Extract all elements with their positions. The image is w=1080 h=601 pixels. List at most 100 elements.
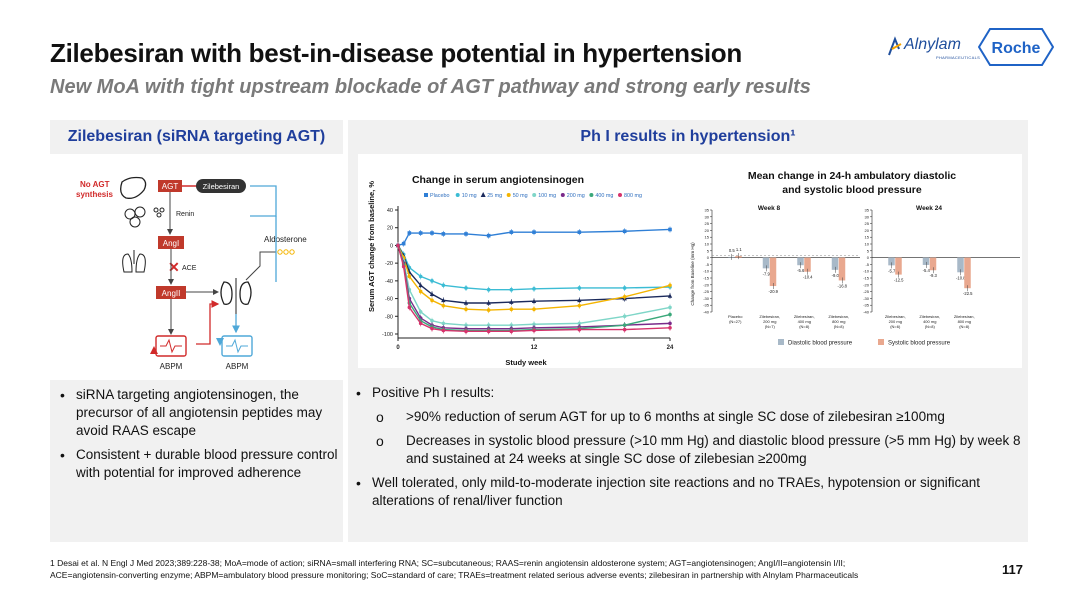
agt-data-point (577, 230, 582, 234)
agt-data-point (464, 286, 468, 290)
agt-data-point (668, 326, 672, 330)
agt-legend-label: 10 mg (462, 193, 477, 199)
bp-y-tick-label: -30 (703, 296, 710, 301)
agt-data-point (429, 291, 435, 296)
agt-data-point (418, 282, 423, 288)
slide-title: Zilebesiran with best-in-disease potenti… (50, 38, 742, 68)
agt-legend-label: 50 mg (513, 193, 528, 199)
bp-bar-value-label: 1.1 (736, 247, 742, 252)
agt-data-point (509, 230, 514, 234)
agt-legend-marker (618, 193, 622, 197)
bp-bar-value-label: 0.5 (729, 248, 735, 253)
lungs-icon (122, 250, 146, 273)
ace-label: ACE (182, 265, 197, 272)
bp-y-tick-label: -10 (703, 269, 710, 274)
bp-group-label: Zilebesiran, (919, 314, 940, 319)
agt-y-tick-label: 40 (387, 208, 393, 214)
agt-data-point (622, 286, 627, 290)
angii-box (156, 286, 186, 299)
bp-group-label: Zilebesiran, (954, 314, 975, 319)
right-subbullet-1-text: >90% reduction of serum AGT for up to 6 … (406, 409, 945, 424)
agt-legend-marker (532, 193, 537, 197)
bp-group-label: 800 mg (832, 319, 845, 324)
bp-group-label: Zilebesiran, (885, 314, 906, 319)
agt-legend-marker (424, 193, 428, 197)
bp-bar-value-label: -5.7 (888, 268, 896, 273)
agt-data-point (486, 323, 491, 327)
bp-bar-diastolic (957, 257, 964, 273)
bp-bar-value-label: -5.6 (797, 268, 805, 273)
agt-data-point (668, 283, 672, 288)
page-number: 117 (1002, 562, 1023, 577)
bp-bar-value-label: -22.5 (963, 291, 973, 296)
agt-y-tick-label: -80 (385, 314, 393, 320)
agt-legend-label: 200 mg (567, 193, 585, 199)
bp-y-tick-label: 25 (865, 221, 870, 226)
bp-bar-value-label: -20.9 (768, 289, 778, 294)
agt-data-point (532, 307, 536, 311)
agt-data-point (509, 323, 514, 327)
agt-data-point (396, 243, 400, 248)
abpm-left-label: ABPM (160, 362, 183, 371)
bp-group-label: (N=7) (765, 324, 776, 329)
bp-y-tick-label: -35 (703, 303, 710, 308)
agt-data-point (622, 295, 627, 299)
bp-y-tick-label: 15 (705, 235, 710, 240)
agt-data-point (418, 289, 423, 294)
bp-y-tick-label: 25 (705, 221, 710, 226)
agt-data-point (418, 321, 423, 326)
bp-y-tick-label: -25 (703, 289, 710, 294)
bp-y-tick-label: 35 (705, 208, 710, 213)
agt-data-point (509, 307, 514, 311)
bp-y-tick-label: -20 (703, 282, 710, 287)
agt-legend-label: 100 mg (538, 193, 556, 199)
bp-group-label: Zilebesiran, (759, 314, 780, 319)
bp-bar-value-label: -10.8 (956, 275, 966, 280)
bp-y-tick-label: 20 (865, 228, 870, 233)
bp-y-tick-label: 15 (865, 235, 870, 240)
agt-legend-marker (506, 193, 511, 197)
alnylam-mark-icon (888, 36, 902, 56)
bp-y-tick-label: 0 (707, 255, 710, 260)
agt-legend-label: 400 mg (595, 193, 613, 199)
agt-y-tick-label: -20 (385, 261, 393, 267)
bp-bar-systolic (804, 257, 811, 272)
right-bullet-1: Positive Ph I results: (350, 384, 1024, 402)
alnylam-wordmark: Alnylam (904, 36, 961, 53)
bp-bar-value-label: -10.4 (803, 275, 813, 280)
agt-data-point (668, 312, 672, 317)
bp-group-label: (N=27) (729, 319, 742, 324)
bp-legend-label: Systolic blood pressure (888, 341, 951, 347)
right-bullet-2: Well tolerated, only mild-to-moderate in… (350, 474, 1024, 510)
angii-label: AngII (162, 289, 181, 298)
agt-data-point (509, 329, 514, 334)
bp-y-tick-label: -35 (863, 303, 870, 308)
aldosterone-label: Aldosterone (264, 235, 307, 244)
bp-group-label: Zilebesiran, (794, 314, 815, 319)
bp-chart-panels: Week 835302520151050-5-10-15-20-25-30-35… (703, 205, 1020, 329)
bp-bar-value-label: -9.3 (930, 273, 938, 278)
bp-y-tick-label: 5 (707, 248, 710, 253)
bp-bar-value-label: -16.8 (837, 283, 847, 288)
bp-y-tick-label: -10 (863, 269, 870, 274)
right-panel: Ph I results in hypertension¹ Change in … (348, 120, 1028, 542)
footnote-line-2: ACE=angiotensin-converting enzyme; ABPM=… (50, 570, 859, 580)
alnylam-subtext: PHARMACEUTICALS (936, 55, 981, 60)
renin-dots-icon (153, 207, 165, 218)
bp-y-tick-label: 20 (705, 228, 710, 233)
agt-label: AGT (162, 182, 179, 191)
agt-data-point (407, 231, 412, 235)
agt-chart-panel: Change in serum angiotensinogen Serum AG… (358, 154, 682, 368)
agt-data-point (622, 323, 627, 327)
agt-data-point (441, 303, 446, 308)
bp-y-tick-label: 30 (705, 214, 710, 219)
agt-data-point (441, 297, 446, 303)
bp-y-tick-label: 30 (865, 214, 870, 219)
angi-label: AngI (163, 239, 179, 248)
bp-y-tick-label: -30 (863, 296, 870, 301)
agt-series-line (397, 245, 671, 326)
bp-panel-label: Week 8 (758, 205, 781, 212)
bp-bar-systolic (769, 257, 777, 287)
bp-y-tick-label: 35 (865, 208, 870, 213)
agt-line-chart: Change in serum angiotensinogen Serum AG… (367, 174, 674, 367)
